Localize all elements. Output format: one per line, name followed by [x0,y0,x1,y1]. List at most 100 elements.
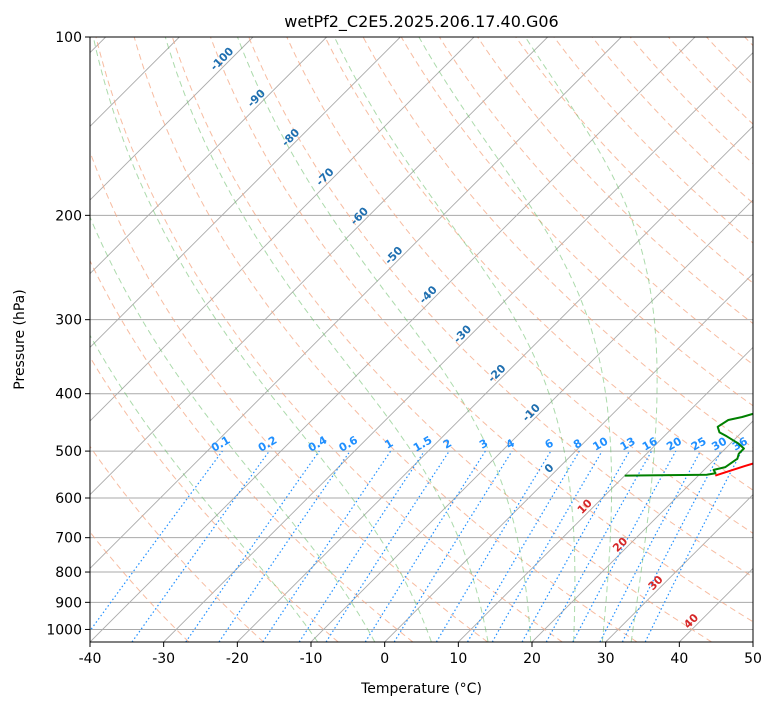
isotherm-line [90,37,401,348]
x-tick-label: 50 [744,651,762,667]
isotherm-line [90,37,548,496]
temperature-profile-line [714,462,753,477]
dry-adiabat-line [591,37,753,204]
isotherm-line [90,37,254,201]
y-tick-label: 800 [55,565,82,581]
isotherm-label: -10 [520,401,543,424]
isotherm-label: 0 [542,461,557,476]
dry-adiabat-line [90,150,488,642]
isotherm-line [90,37,696,642]
dry-adiabat-line [400,37,753,407]
mixing-ratio-line [521,450,631,642]
dry-adiabat-line [248,37,753,578]
dry-adiabat-line [706,37,753,86]
dry-adiabat-line [90,445,264,642]
dry-adiabat-line [668,37,753,125]
mixing-ratio-line [325,450,450,642]
isotherm-line [310,199,753,642]
moist-adiabat-line [90,334,319,642]
y-tick-label: 1000 [46,622,82,638]
x-tick-label: 20 [523,651,541,667]
isotherm-label: -20 [485,362,508,385]
isotherm-line [384,273,753,642]
plot-frame [89,36,754,643]
y-tick-label: 100 [55,30,82,46]
isotherm-line [163,52,753,642]
dry-adiabat-line [744,37,753,47]
y-tick-label: 900 [55,595,82,611]
dry-adiabat-line [553,37,753,244]
x-tick-label: -10 [300,651,323,667]
isotherm-label: -90 [245,86,268,109]
isotherm-label: 10 [575,496,595,516]
isotherm-line [90,37,327,275]
mixing-ratio-line [572,450,677,642]
isotherm-label: -70 [313,165,336,188]
moist-adiabat-line [237,37,532,642]
mixing-ratio-line [435,450,552,642]
dry-adiabat-line [515,37,753,284]
y-tick-label: 200 [55,208,82,224]
dry-adiabat-line [133,37,638,642]
moist-adiabat-line [92,37,432,642]
dry-adiabat-line [90,531,190,642]
isotherm-label: 30 [646,573,666,593]
moist-adiabat-line [164,37,489,642]
plot-area: 0.1 0.2 0.4 0.6 1 1.5 2 3 4 6 8 10 13 16 20 25 30 36-100-… [90,37,753,642]
mixing-ratio-line [90,450,223,632]
x-tick-label: 10 [449,651,467,667]
x-tick-label: 40 [670,651,688,667]
chart-title: wetPf2_C2E5.2025.206.17.40.G06 [284,12,558,32]
x-tick-label: -30 [152,651,175,667]
dry-adiabat-line [362,37,753,449]
x-tick-label: 30 [597,651,615,667]
mixing-ratio-line [218,450,351,642]
isotherm-line [679,567,753,642]
dry-adiabat-line [477,37,753,325]
y-tick-label: 700 [55,531,82,547]
isotherm-label: -80 [279,126,302,149]
isotherm-label: -40 [417,283,440,306]
y-tick-label: 500 [55,444,82,460]
isotherm-line [458,346,753,642]
dry-adiabat-line [90,259,414,642]
mixing-ratio-line [262,450,392,642]
x-tick-label: -40 [79,651,102,667]
isotherm-label: -30 [451,322,474,345]
dry-adiabat-line [629,37,753,165]
mixing-ratio-line [298,450,425,642]
moist-adiabat-line [333,37,576,642]
mixing-ratio-label: 2 [441,437,454,452]
mixing-ratio-line [491,450,603,642]
mixing-ratio-line [185,450,320,642]
mixing-ratio-line [131,450,270,642]
isotherm-line [605,494,753,642]
moist-adiabat-line [524,37,658,642]
isotherm-label: -100 [208,44,237,73]
y-tick-label: 400 [55,387,82,403]
dry-adiabat-line [90,356,339,642]
x-tick-label: 0 [380,651,389,667]
isotherm-line [90,37,622,569]
isotherm-line [237,125,753,642]
mixing-ratio-label: 6 [543,436,556,451]
isotherm-line [531,420,753,642]
x-axis-label: Temperature (°C) [360,681,482,697]
mixing-ratio-label: 4 [504,436,517,451]
mixing-ratio-line [393,450,513,642]
dry-adiabat-line [324,37,753,491]
dewpoint-profile-line [624,412,753,477]
moist-adiabat-line [418,37,613,642]
mixing-ratio-line [545,450,653,642]
y-axis: 100 200 300 400 500 600 700 800 900 1000 [46,30,90,638]
dry-adiabat-line [171,37,712,642]
moist-adiabat-line [90,215,376,642]
mixing-ratio-line [466,450,580,642]
x-tick-label: -20 [226,651,249,667]
isotherm-line [90,37,475,422]
mixing-ratio-line [364,450,486,642]
y-tick-label: 300 [55,313,82,329]
y-axis-label: Pressure (hPa) [12,289,28,389]
dry-adiabat-line [210,37,753,623]
